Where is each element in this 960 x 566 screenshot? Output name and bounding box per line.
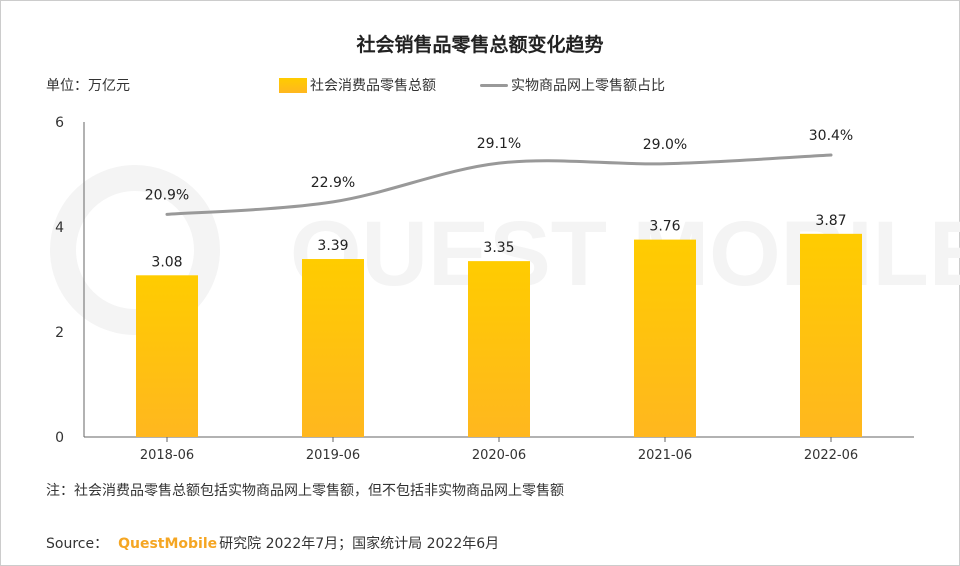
line-data-label: 29.0% xyxy=(643,137,687,153)
legend-line-swatch xyxy=(480,83,508,87)
y-tick-label: 6 xyxy=(55,115,64,131)
x-tick-label: 2019-06 xyxy=(306,448,360,463)
legend-bar-label: 社会消费品零售总额 xyxy=(310,78,436,94)
source-prefix: Source： xyxy=(46,536,109,552)
legend-bar-swatch xyxy=(279,77,307,93)
line-data-label: 20.9% xyxy=(145,187,189,203)
bar-data-label: 3.35 xyxy=(483,240,514,256)
bar-2020-06 xyxy=(468,261,530,437)
bar-2021-06 xyxy=(634,239,696,437)
x-tick-label: 2021-06 xyxy=(638,448,692,463)
bar-2018-06 xyxy=(136,275,198,437)
source-line: Source： QuestMobile 研究院 2022年7月；国家统计局 2022… xyxy=(46,533,499,553)
bar-2022-06 xyxy=(800,233,862,437)
legend-item-bar: 社会消费品零售总额 xyxy=(279,75,436,95)
footnote: 注：社会消费品零售总额包括实物商品网上零售额，但不包括非实物商品网上零售额 xyxy=(46,483,564,499)
unit-label: 单位：万亿元 xyxy=(46,78,130,94)
line-data-label: 22.9% xyxy=(311,175,355,191)
source-brand: QuestMobile xyxy=(118,536,218,552)
source-suffix: 研究院 2022年7月；国家统计局 2022年6月 xyxy=(219,536,500,552)
bar-data-label: 3.39 xyxy=(317,238,348,254)
y-tick-label: 4 xyxy=(55,220,64,236)
x-tick-label: 2020-06 xyxy=(472,448,526,463)
x-tick-label: 2018-06 xyxy=(140,448,194,463)
legend-item-line: 实物商品网上零售额占比 xyxy=(480,75,665,95)
x-tick-label: 2022-06 xyxy=(804,448,858,463)
legend-line-label: 实物商品网上零售额占比 xyxy=(511,78,665,94)
line-data-label: 29.1% xyxy=(477,136,521,152)
y-tick-label: 2 xyxy=(55,325,64,341)
chart-title: 社会销售品零售总额变化趋势 xyxy=(356,34,604,56)
bar-data-label: 3.87 xyxy=(815,213,846,229)
bar-2019-06 xyxy=(302,259,364,437)
bar-data-label: 3.76 xyxy=(649,219,680,235)
line-data-label: 30.4% xyxy=(809,128,853,144)
bar-data-label: 3.08 xyxy=(151,254,182,270)
line-series-path xyxy=(165,153,833,216)
y-tick-label: 0 xyxy=(55,430,64,446)
